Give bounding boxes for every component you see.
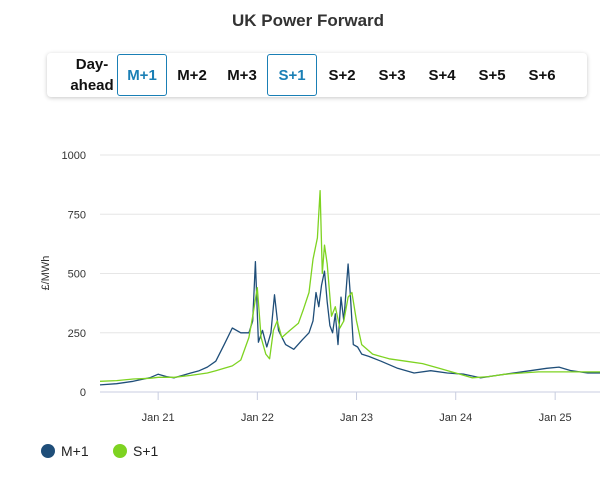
tab-m1[interactable]: M+1 <box>117 54 167 96</box>
y-tick-label: 1000 <box>62 150 86 162</box>
page-title: UK Power Forward <box>231 11 385 30</box>
series-line-m1 <box>99 260 600 386</box>
y-axis-label: £/MWh <box>40 256 52 291</box>
legend-marker <box>113 444 127 458</box>
x-axis-ticks: Jan 21 Jan 22 Jan 23 Jan 24 Jan 25 <box>142 392 572 424</box>
tab-m2[interactable]: M+2 <box>167 54 217 96</box>
x-tick-label: Jan 25 <box>539 412 572 424</box>
tab-s2[interactable]: S+2 <box>317 54 367 96</box>
series-line-s1 <box>99 189 600 382</box>
grid-lines <box>100 154 600 393</box>
legend-label: M+1 <box>61 443 89 459</box>
legend-item-s1[interactable]: S+1 <box>113 443 159 459</box>
tab-s3[interactable]: S+3 <box>367 54 417 96</box>
y-tick-label: 500 <box>68 269 86 281</box>
legend-marker <box>41 444 55 458</box>
tab-day-ahead-label-line1: Day- <box>75 56 109 73</box>
tab-s6[interactable]: S+6 <box>517 54 567 96</box>
y-tick-label: 0 <box>80 387 86 399</box>
legend-label: S+1 <box>133 443 159 459</box>
series-lines <box>99 189 600 386</box>
tab-s4[interactable]: S+4 <box>417 54 467 96</box>
tab-m3[interactable]: M+3 <box>217 54 267 96</box>
tab-s5[interactable]: S+5 <box>467 54 517 96</box>
x-tick-label: Jan 23 <box>340 412 373 424</box>
x-tick-label: Jan 21 <box>142 412 175 424</box>
tab-s1[interactable]: S+1 <box>267 54 317 96</box>
legend: M+1 S+1 <box>41 443 159 459</box>
tab-day-ahead-label-line2: ahead <box>70 77 114 94</box>
x-tick-label: Jan 22 <box>241 412 274 424</box>
legend-item-m1[interactable]: M+1 <box>41 443 89 459</box>
y-tick-label: 750 <box>68 209 86 221</box>
x-tick-label: Jan 24 <box>439 412 472 424</box>
contract-tab-bar: Day- ahead M+1 M+2 M+3 S+1 S+2 S+3 S+4 S… <box>47 53 587 97</box>
y-tick-label: 250 <box>68 328 86 340</box>
y-axis-ticks: 0 250 500 750 1000 <box>62 150 86 399</box>
tab-day-ahead[interactable]: Day- ahead <box>69 54 115 96</box>
